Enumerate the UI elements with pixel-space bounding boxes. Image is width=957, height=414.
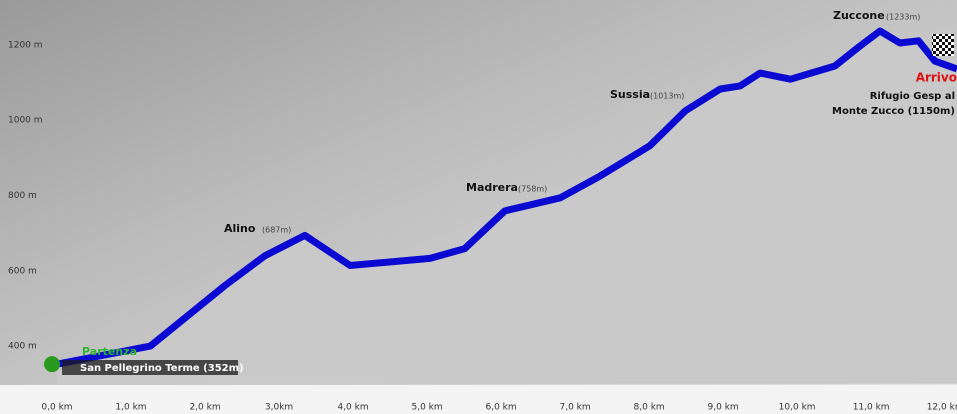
start-marker: [44, 356, 60, 373]
peak-name: Zuccone: [833, 9, 885, 22]
peak-name: Madrera: [466, 181, 518, 194]
x-tick-label: 3,0km: [265, 403, 293, 413]
finish-flag: [932, 34, 954, 56]
y-tick-label: 1200 m: [8, 40, 43, 50]
peak-note: (758m): [518, 185, 547, 194]
x-tick-label: 0,0 km: [41, 403, 72, 413]
start-box: [62, 360, 238, 375]
x-tick-label: 9,0 km: [708, 403, 739, 413]
peak-note: (1233m): [886, 13, 920, 22]
x-tick-label: 11,0 km: [853, 403, 890, 413]
x-tick-label: 5,0 km: [411, 403, 442, 413]
x-tick-label: 4,0 km: [337, 403, 368, 413]
finish-place: Rifugio Gesp al: [870, 91, 955, 102]
x-tick-label: 10,0 km: [779, 403, 816, 413]
x-tick-label: 12,0 km: [927, 403, 957, 413]
peak-note: (687m): [262, 226, 291, 235]
start-place: San Pellegrino Terme (352m): [80, 363, 244, 374]
x-tick-label: 1,0 km: [115, 403, 146, 413]
plot: [44, 27, 957, 384]
x-tick-label: 6,0 km: [486, 403, 517, 413]
start-title: Partenza: [82, 345, 137, 358]
axis-band: [0, 385, 957, 414]
area: [57, 31, 957, 384]
y-tick-label: 1000 m: [8, 116, 43, 126]
x-tick-label: 8,0 km: [634, 403, 665, 413]
line: [56, 27, 957, 368]
y-tick-label: 800 m: [8, 191, 37, 201]
finish-title: Arrivo: [916, 71, 957, 85]
peak-note: (1013m): [650, 92, 684, 101]
x-tick-label: 7,0 km: [560, 403, 591, 413]
y-tick-label: 400 m: [8, 342, 37, 352]
peak-name: Alino: [224, 222, 256, 235]
y-tick-label: 600 m: [8, 266, 37, 276]
peak-name: Sussia: [610, 88, 650, 101]
x-tick-label: 2,0 km: [189, 403, 220, 413]
finish-place: Monte Zucco (1150m): [832, 106, 955, 117]
